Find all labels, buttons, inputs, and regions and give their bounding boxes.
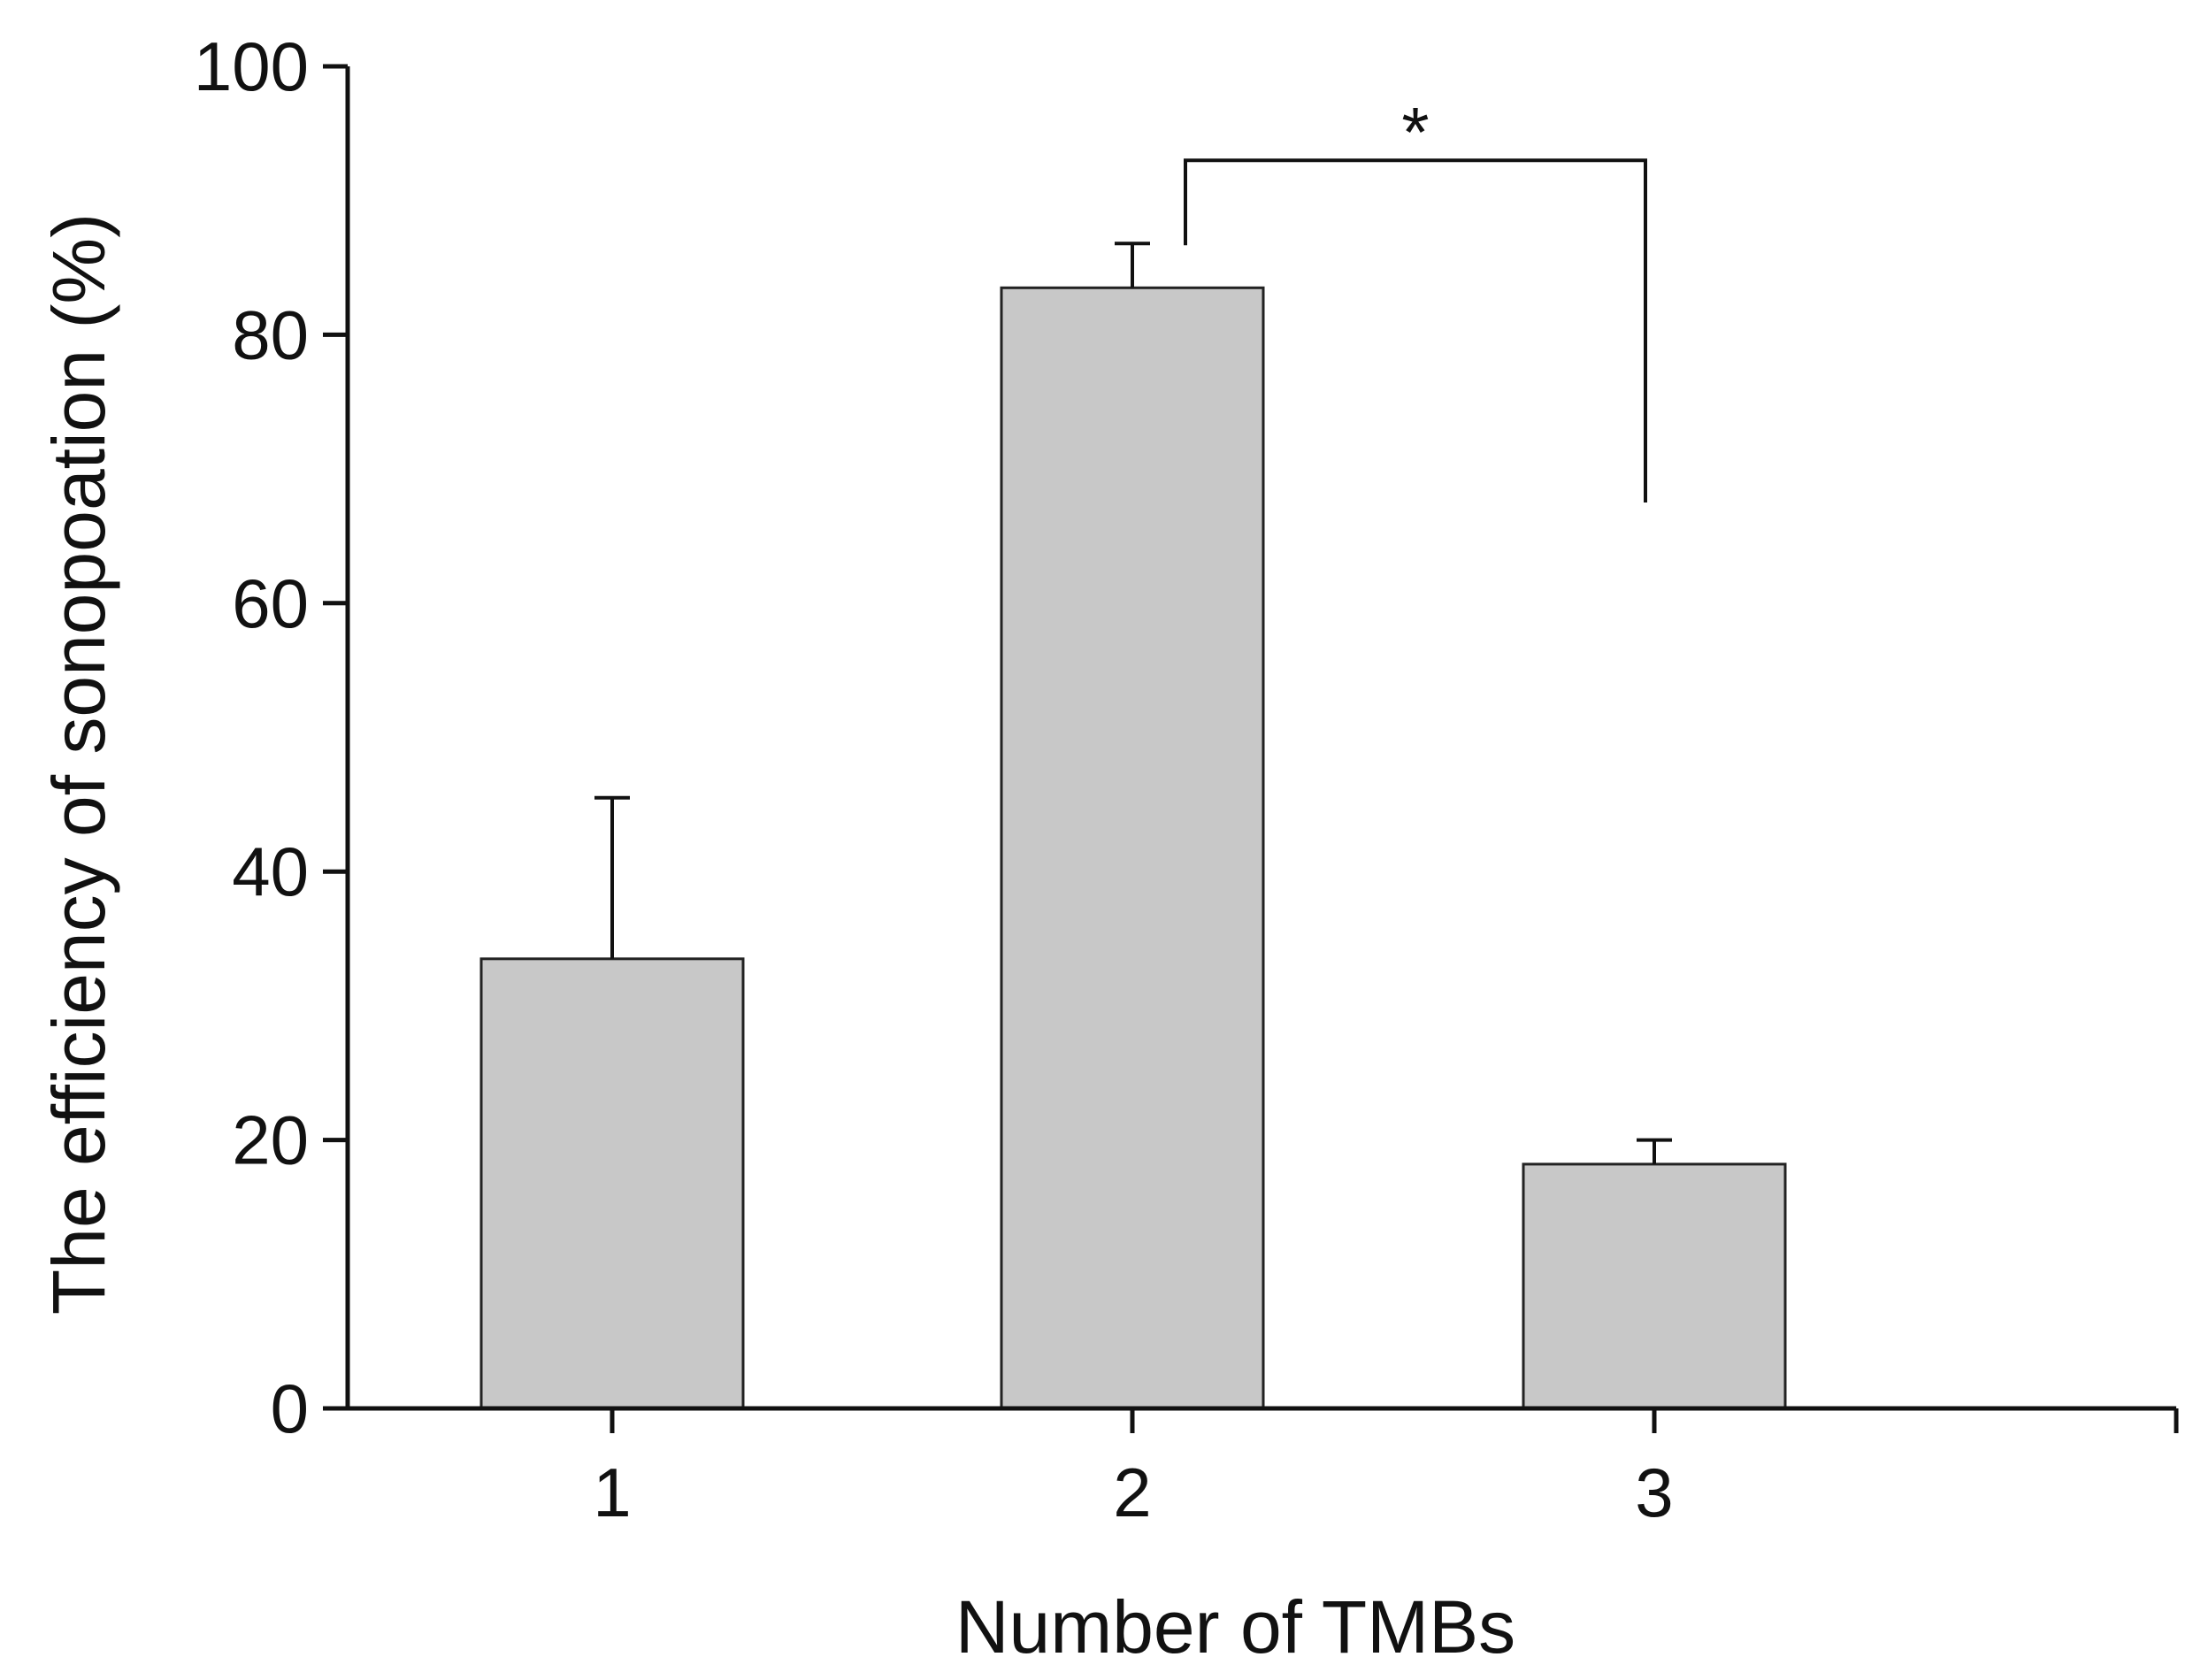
x-tick-label: 2 (1113, 1454, 1151, 1531)
x-tick-label: 3 (1635, 1454, 1673, 1531)
bar-1 (479, 957, 745, 1410)
significance-bracket (1184, 158, 1647, 503)
x-axis-title: Number of TMBs (955, 1585, 1515, 1668)
bar-2 (1000, 286, 1265, 1410)
significance-label: * (1401, 93, 1429, 172)
x-ticks-group: 1 2 3 (593, 1408, 1674, 1531)
y-axis-title: The efficiency of sonopoation (%) (37, 213, 120, 1315)
y-tick-label: 0 (271, 1369, 309, 1447)
y-tick-label: 80 (232, 295, 309, 373)
axes-group (345, 66, 2179, 1433)
y-tick-label: 100 (194, 27, 309, 105)
bar-3 (1522, 1162, 1787, 1410)
error-bars-group (594, 242, 1672, 1164)
y-ticks-group: 0 20 40 60 80 100 (194, 27, 348, 1447)
y-tick-label: 60 (232, 564, 309, 642)
y-tick-label: 40 (232, 832, 309, 910)
y-tick-label: 20 (232, 1101, 309, 1179)
bars-group (479, 286, 1787, 1410)
significance-bracket-group (1184, 158, 1647, 503)
x-tick-label: 1 (593, 1454, 631, 1531)
